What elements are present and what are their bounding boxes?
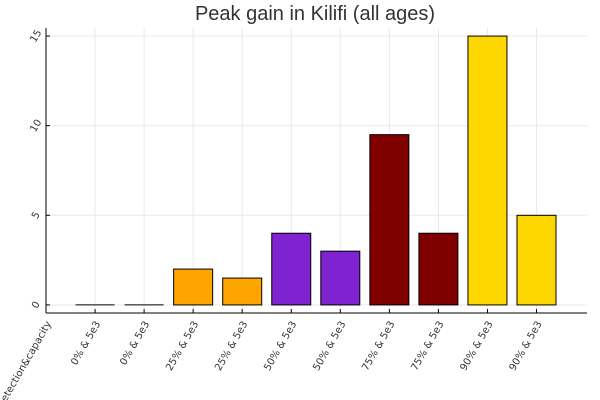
x-tick-label: 75% & 5e3 [360, 320, 397, 373]
x-tick-label: 0% & 5e3 [69, 320, 103, 368]
bars-layer [75, 35, 557, 306]
y-tick-labels: 0 5 10 15 [28, 28, 44, 311]
axes-layer [45, 28, 587, 314]
bar [418, 232, 459, 306]
chart-title: Peak gain in Kilifi (all ages) [195, 3, 435, 25]
bar [320, 250, 361, 306]
y-tick-label: 5 [30, 210, 43, 221]
x-tick-label: 25% & 5e3 [164, 320, 201, 373]
x-tick-label: detection&capacity [0, 319, 54, 400]
y-tick-label: 10 [28, 118, 44, 135]
bar [369, 134, 410, 306]
x-tick-label: 50% & 5e3 [311, 320, 348, 373]
x-tick-label: 25% & 5e3 [213, 320, 250, 373]
bar [222, 277, 263, 306]
bar [467, 35, 508, 306]
y-tick-label: 15 [28, 28, 44, 45]
x-tick-label: 90% & 5e3 [458, 320, 495, 373]
bar [516, 214, 557, 306]
x-tick-label: 75% & 5e3 [409, 320, 446, 373]
x-tick-label: 90% & 5e3 [508, 320, 545, 373]
x-tick-label: 0% & 5e3 [118, 320, 152, 368]
x-tick-label: 50% & 5e3 [262, 320, 299, 373]
bar [271, 232, 312, 306]
x-tick-labels: detection&capacity 0% & 5e3 0% & 5e3 25% & … [0, 319, 545, 400]
y-tick-label: 0 [30, 300, 43, 311]
bar [173, 268, 214, 306]
